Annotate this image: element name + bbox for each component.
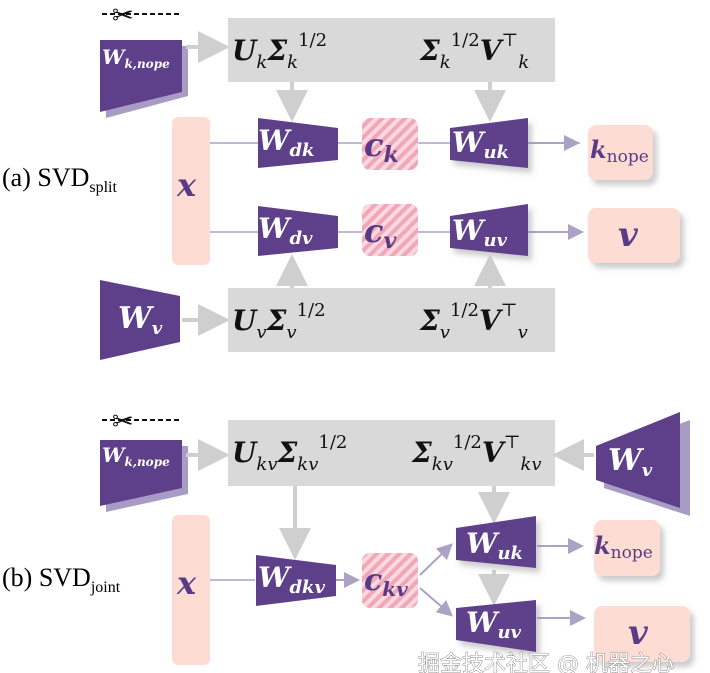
svg-text:Wuk: Wuk	[452, 126, 509, 163]
joint-section: (b) SVDjoint ✂ Wk,nope UkvΣkv1/2 Σkv1/2V…	[2, 407, 690, 665]
output-v: v	[588, 208, 680, 263]
svd-box-k: UkΣk1/2 Σk1/2V⊤k	[228, 18, 555, 82]
split-caption: (a) SVDsplit	[2, 163, 117, 196]
svg-text:cv: cv	[364, 212, 396, 254]
w-dkv-matrix: Wdkv	[256, 555, 336, 606]
svg-text:Σv1/2V⊤v: Σv1/2V⊤v	[419, 300, 528, 343]
output-k-nope: knope	[588, 125, 653, 180]
w-knope-matrix: Wk,nope	[100, 440, 188, 512]
w-v-matrix: Wv	[596, 412, 690, 516]
svd-box-kv: UkvΣkv1/2 Σkv1/2V⊤kv	[228, 420, 555, 486]
w-uk-matrix: Wuk	[450, 118, 528, 168]
svg-text:ckv: ckv	[364, 563, 408, 601]
latent-c-v: cv	[362, 204, 418, 256]
svg-text:✂: ✂	[112, 1, 134, 31]
svg-text:✂: ✂	[112, 407, 134, 437]
svg-text:UkvΣkv1/2: UkvΣkv1/2	[232, 432, 347, 475]
svg-text:v: v	[628, 613, 649, 653]
svg-text:Wv: Wv	[118, 301, 163, 339]
sigma-v-k: Σk1/2V⊤k	[419, 30, 529, 73]
input-x	[172, 515, 210, 665]
arrow	[419, 587, 454, 617]
svg-text:knope: knope	[590, 135, 649, 167]
svg-text:ck: ck	[364, 126, 399, 168]
svg-text:Wk,nope: Wk,nope	[102, 443, 170, 469]
svg-text:Wdk: Wdk	[258, 124, 315, 161]
svg-text:Wuv: Wuv	[466, 606, 522, 643]
w-dv-matrix: Wdv	[258, 206, 338, 256]
svg-text:Wuk: Wuk	[466, 527, 523, 564]
latent-c-kv: ckv	[362, 553, 418, 608]
w-uk-matrix: Wuk	[456, 516, 536, 568]
latent-c-k: ck	[362, 118, 418, 170]
watermark: 掘金技术社区 @ 机器之心	[418, 652, 674, 673]
svg-text:Wuv: Wuv	[452, 214, 508, 251]
w-v-matrix: Wv	[100, 280, 180, 360]
svd-box-v: UvΣv1/2 Σv1/2V⊤v	[228, 288, 555, 352]
svg-text:Wdkv: Wdkv	[258, 561, 326, 598]
arrow	[419, 543, 453, 576]
w-knope-matrix: Wk,nope	[100, 40, 188, 118]
output-v: v	[594, 606, 690, 662]
svg-text:Wdv: Wdv	[258, 212, 313, 249]
output-k-nope: knope	[594, 520, 660, 576]
x-label: x	[176, 564, 197, 602]
svg-text:Wk,nope: Wk,nope	[102, 45, 170, 71]
u-sigma-k: UkΣk1/2	[232, 30, 327, 73]
w-uv-matrix: Wuv	[450, 204, 528, 256]
svg-text:knope: knope	[594, 531, 653, 563]
input-x	[172, 117, 210, 265]
svg-text:v: v	[618, 215, 639, 255]
w-dk-matrix: Wdk	[258, 118, 338, 168]
scissors-icon: ✂	[102, 407, 182, 437]
w-uv-matrix: Wuv	[456, 600, 536, 652]
joint-caption: (b) SVDjoint	[2, 563, 121, 596]
x-label: x	[176, 166, 197, 204]
svg-text:Σkv1/2V⊤kv: Σkv1/2V⊤kv	[411, 432, 542, 475]
svg-text:UvΣv1/2: UvΣv1/2	[232, 300, 326, 343]
svg-text:Wv: Wv	[608, 443, 653, 481]
split-section: (a) SVDsplit ✂ Wk,nope UkΣk1/2 Σk1/2V⊤k …	[2, 1, 680, 360]
scissors-icon: ✂	[102, 1, 182, 31]
